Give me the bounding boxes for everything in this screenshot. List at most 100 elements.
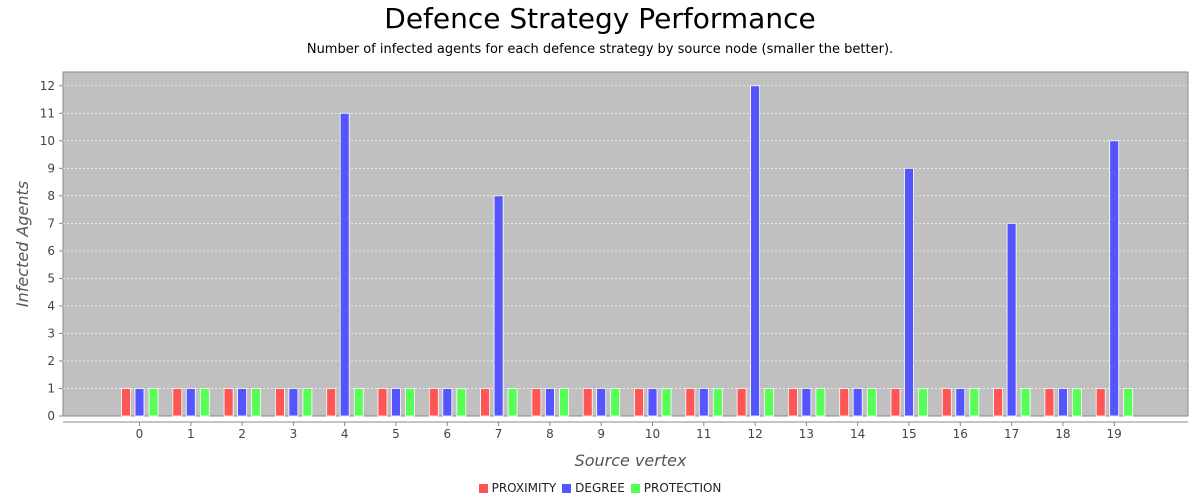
x-tick-label: 7 — [495, 427, 503, 441]
legend: PROXIMITY DEGREE PROTECTION — [0, 481, 1200, 496]
bar-degree-18 — [1058, 388, 1068, 417]
x-tick-label: 13 — [799, 427, 814, 441]
bar-degree-3 — [288, 388, 299, 417]
legend-swatch — [478, 483, 488, 493]
legend-item-degree: DEGREE — [562, 481, 625, 495]
chart-subtitle: Number of infected agents for each defen… — [306, 42, 894, 57]
legend-label: DEGREE — [575, 481, 625, 495]
bar-protection-11 — [712, 388, 723, 417]
bar-proximity-1 — [172, 388, 183, 417]
bar-degree-4 — [339, 112, 350, 417]
x-tick-label: 19 — [1107, 427, 1122, 441]
x-tick-label: 11 — [696, 427, 711, 441]
bar-proximity-12 — [736, 388, 747, 417]
y-tick-label: 5 — [47, 271, 55, 285]
legend-swatch — [630, 483, 640, 493]
bar-degree-1 — [185, 388, 196, 417]
bar-protection-18 — [1072, 388, 1082, 417]
bar-protection-9 — [610, 388, 621, 417]
bar-protection-19 — [1123, 388, 1134, 417]
bar-protection-15 — [918, 388, 928, 417]
bar-protection-5 — [405, 388, 415, 417]
bar-degree-13 — [801, 388, 812, 417]
x-tick-label: 17 — [1004, 427, 1019, 441]
bar-protection-13 — [815, 388, 826, 417]
x-tick-label: 12 — [747, 427, 762, 441]
bar-proximity-16 — [941, 388, 952, 417]
x-tick-label: 9 — [597, 427, 605, 441]
bar-degree-9 — [596, 388, 607, 417]
bar-proximity-19 — [1095, 388, 1106, 417]
bar-protection-14 — [866, 388, 877, 417]
bar-degree-2 — [237, 388, 248, 417]
bar-proximity-11 — [685, 388, 696, 417]
bar-degree-11 — [698, 388, 709, 417]
bar-protection-17 — [1020, 388, 1031, 417]
x-tick-label: 8 — [546, 427, 554, 441]
y-tick-label: 2 — [47, 354, 55, 368]
bar-proximity-3 — [274, 388, 285, 417]
legend-label: PROXIMITY — [491, 481, 557, 495]
plot-area — [62, 71, 1189, 417]
x-tick-label: 1 — [187, 427, 195, 441]
bar-proximity-4 — [326, 388, 337, 417]
bar-degree-5 — [391, 388, 401, 417]
x-tick-label: 5 — [392, 427, 400, 441]
bar-degree-6 — [442, 388, 453, 417]
bar-degree-10 — [647, 388, 658, 417]
bar-proximity-5 — [377, 388, 388, 417]
bar-degree-15 — [904, 167, 914, 417]
bars — [121, 85, 1134, 417]
chart-title: Defence Strategy Performance — [384, 2, 816, 35]
bar-proximity-8 — [531, 388, 542, 417]
legend-item-protection: PROTECTION — [630, 481, 722, 495]
x-tick-label: 0 — [136, 427, 144, 441]
bar-proximity-0 — [121, 388, 131, 417]
x-tick-label: 3 — [290, 427, 298, 441]
bar-protection-4 — [353, 388, 364, 417]
x-tick-label: 6 — [443, 427, 451, 441]
x-tick-label: 18 — [1055, 427, 1070, 441]
bar-protection-10 — [661, 388, 672, 417]
x-axis-ticks: 0 1 2 3 4 5 6 7 8 9 10 11 12 13 14 15 16 17 18 19 — [136, 422, 1122, 441]
bar-protection-16 — [969, 388, 980, 417]
x-tick-label: 4 — [341, 427, 349, 441]
y-tick-label: 6 — [47, 244, 55, 258]
bar-proximity-13 — [788, 388, 798, 417]
legend-swatch — [562, 483, 572, 493]
y-tick-label: 7 — [47, 216, 55, 230]
bar-protection-0 — [148, 388, 159, 417]
bar-protection-2 — [251, 388, 262, 417]
y-tick-label: 4 — [47, 299, 55, 313]
bar-degree-19 — [1109, 140, 1120, 417]
bar-protection-12 — [764, 388, 774, 417]
bar-proximity-7 — [480, 388, 491, 417]
y-tick-label: 12 — [40, 79, 55, 93]
bar-proximity-15 — [890, 388, 901, 417]
x-tick-label: 10 — [645, 427, 660, 441]
y-tick-label: 0 — [47, 409, 55, 423]
bar-protection-7 — [507, 388, 518, 417]
bar-degree-7 — [493, 195, 504, 417]
y-tick-label: 1 — [47, 381, 55, 395]
x-tick-label: 14 — [850, 427, 865, 441]
bar-protection-1 — [199, 388, 210, 417]
bar-degree-16 — [955, 388, 966, 417]
bar-proximity-17 — [993, 388, 1003, 417]
bar-proximity-6 — [428, 388, 439, 417]
bar-proximity-2 — [223, 388, 234, 417]
y-tick-label: 11 — [40, 106, 55, 120]
legend-label: PROTECTION — [643, 481, 722, 495]
y-axis-label: Infected Agents — [13, 181, 32, 307]
bar-proximity-10 — [634, 388, 644, 417]
bar-degree-12 — [750, 85, 760, 417]
x-tick-label: 2 — [238, 427, 246, 441]
bar-proximity-9 — [582, 388, 593, 417]
bar-protection-3 — [302, 388, 313, 417]
y-tick-label: 3 — [47, 326, 55, 340]
x-tick-label: 16 — [953, 427, 968, 441]
bar-protection-8 — [559, 388, 569, 417]
y-tick-label: 9 — [47, 161, 55, 175]
